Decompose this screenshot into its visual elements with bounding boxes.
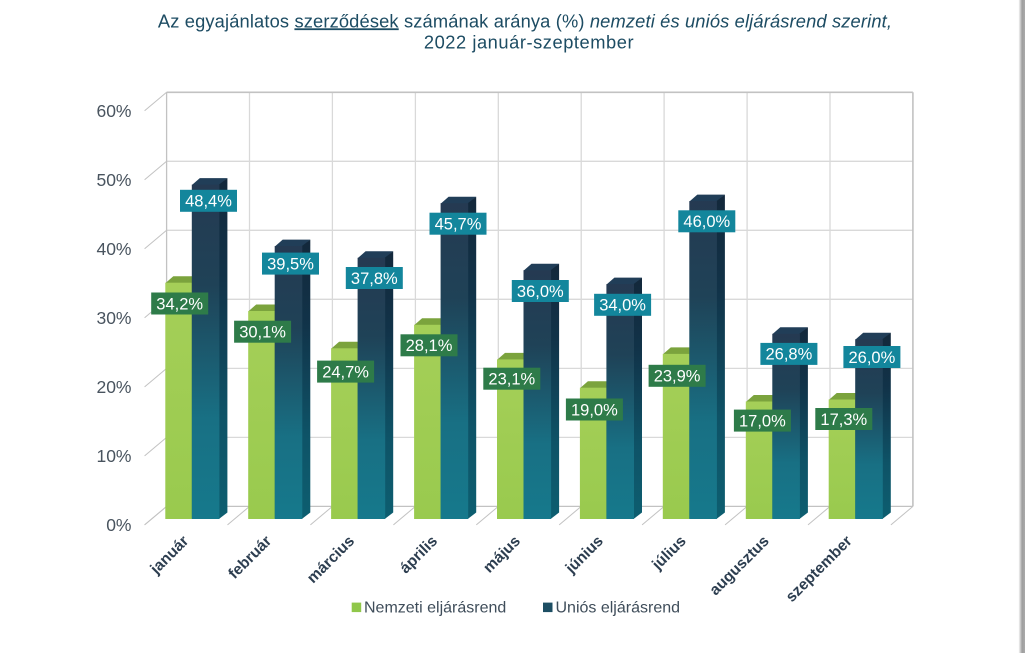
svg-text:26,0%: 26,0%: [849, 349, 896, 367]
svg-text:2022 január-szeptember: 2022 január-szeptember: [424, 31, 634, 52]
svg-text:34,2%: 34,2%: [156, 295, 203, 313]
svg-text:34,0%: 34,0%: [599, 297, 646, 315]
svg-text:24,7%: 24,7%: [322, 363, 369, 381]
svg-text:45,7%: 45,7%: [435, 216, 482, 234]
svg-text:39,5%: 39,5%: [267, 255, 314, 273]
svg-text:37,8%: 37,8%: [351, 270, 398, 288]
svg-text:30%: 30%: [96, 308, 131, 328]
svg-text:60%: 60%: [96, 101, 131, 121]
svg-text:17,3%: 17,3%: [820, 411, 867, 429]
svg-text:48,4%: 48,4%: [185, 193, 232, 211]
svg-text:46,0%: 46,0%: [683, 213, 730, 231]
svg-text:23,1%: 23,1%: [488, 371, 535, 389]
svg-text:23,9%: 23,9%: [654, 368, 701, 386]
svg-text:Uniós eljárásrend: Uniós eljárásrend: [556, 600, 681, 617]
svg-text:30,1%: 30,1%: [239, 324, 286, 342]
svg-text:19,0%: 19,0%: [571, 401, 618, 419]
svg-text:26,8%: 26,8%: [766, 346, 813, 364]
svg-text:50%: 50%: [96, 170, 131, 190]
svg-text:Az egyajánlatos szerződések sz: Az egyajánlatos szerződések számának ará…: [158, 10, 892, 31]
svg-text:28,1%: 28,1%: [406, 337, 453, 355]
svg-text:Nemzeti eljárásrend: Nemzeti eljárásrend: [364, 600, 506, 617]
svg-text:36,0%: 36,0%: [517, 283, 564, 301]
svg-text:20%: 20%: [96, 377, 131, 397]
svg-text:17,0%: 17,0%: [739, 412, 786, 430]
svg-text:40%: 40%: [96, 239, 131, 259]
svg-text:0%: 0%: [106, 515, 131, 535]
svg-text:10%: 10%: [96, 446, 131, 466]
